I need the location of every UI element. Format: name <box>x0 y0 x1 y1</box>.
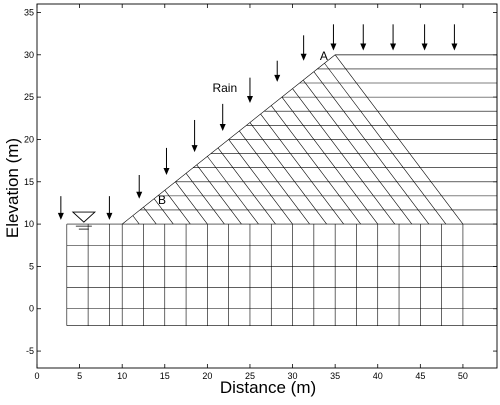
y-tick-label: 30 <box>24 50 34 60</box>
x-tick-label: 50 <box>458 371 468 381</box>
y-tick-label: 15 <box>24 177 34 187</box>
x-tick-label: 35 <box>330 371 340 381</box>
mesh-slope-column-line <box>249 122 327 225</box>
annotations: Rain A B <box>158 49 328 207</box>
y-tick-label: 35 <box>24 7 34 17</box>
rain-arrow-head <box>163 167 170 175</box>
annotation-label: B <box>158 193 166 207</box>
mesh-slope-column-line <box>153 198 174 225</box>
rain-arrow-head <box>330 43 337 51</box>
x-tick-label: 0 <box>34 371 39 381</box>
rain-arrow-head <box>191 145 198 153</box>
y-tick-label: 0 <box>29 304 34 314</box>
y-axis-title: Elevation (m) <box>3 138 22 238</box>
rain-arrow-head <box>451 43 458 51</box>
mesh-slope-column-line <box>132 215 140 225</box>
x-tick-label: 40 <box>373 371 383 381</box>
rain-arrow-head <box>390 43 397 51</box>
mesh-slope-column-line <box>207 156 259 225</box>
x-tick-label: 45 <box>415 371 425 381</box>
rain-arrow-head <box>106 212 113 220</box>
y-tick-label: 25 <box>24 92 34 102</box>
water-table-triangle <box>71 211 97 223</box>
rain-arrow-head <box>360 43 367 51</box>
x-tick-label: 20 <box>202 371 212 381</box>
annotation-label: A <box>320 49 328 63</box>
x-axis-title: Distance (m) <box>220 378 316 397</box>
water-table-symbol <box>71 211 97 230</box>
mesh-slope-column-line <box>196 164 242 225</box>
x-tick-label: 30 <box>288 371 298 381</box>
rain-arrow-head <box>421 43 428 51</box>
y-tick-label: 20 <box>24 134 34 144</box>
mesh-slope-column-line <box>313 71 430 225</box>
slope-face-line <box>121 54 336 225</box>
rain-arrows <box>57 24 458 220</box>
mesh-slope-column-line <box>302 80 413 225</box>
rain-arrow-head <box>274 74 281 82</box>
y-tick-label: -5 <box>26 346 34 356</box>
annotation-label: Rain <box>212 81 237 95</box>
axes: 0 5 10 15 20 25 30 35 40 45 50 -5 0 5 10 15 20 25 30 35 <box>24 3 498 381</box>
mesh-slope-column-line <box>239 130 310 225</box>
rain-arrow-head <box>57 212 64 220</box>
y-tick-label: 5 <box>29 261 34 271</box>
mesh-slope-column-line <box>292 88 396 225</box>
rain-arrow-head <box>246 96 253 104</box>
mesh-slope-column-line <box>281 96 378 225</box>
mesh-slope-column-line <box>164 190 191 225</box>
mesh-slope-column-line <box>217 147 276 225</box>
mesh-slope-column-line <box>185 173 225 225</box>
mesh-slope-column-line <box>271 105 361 225</box>
y-tick-label: 10 <box>24 219 34 229</box>
rain-arrow-head <box>300 53 307 61</box>
rain-arrow-head <box>219 123 226 131</box>
mesh-slope-column-line <box>175 181 208 225</box>
x-tick-label: 15 <box>160 371 170 381</box>
x-tick-label: 5 <box>77 371 82 381</box>
x-tick-label: 25 <box>245 371 255 381</box>
mesh-slope-column-line <box>260 113 344 225</box>
rain-arrow-head <box>136 191 143 199</box>
plot-frame <box>36 3 498 369</box>
finite-element-mesh <box>66 54 498 326</box>
mesh-slope-column-line <box>324 63 447 225</box>
x-tick-label: 10 <box>117 371 127 381</box>
